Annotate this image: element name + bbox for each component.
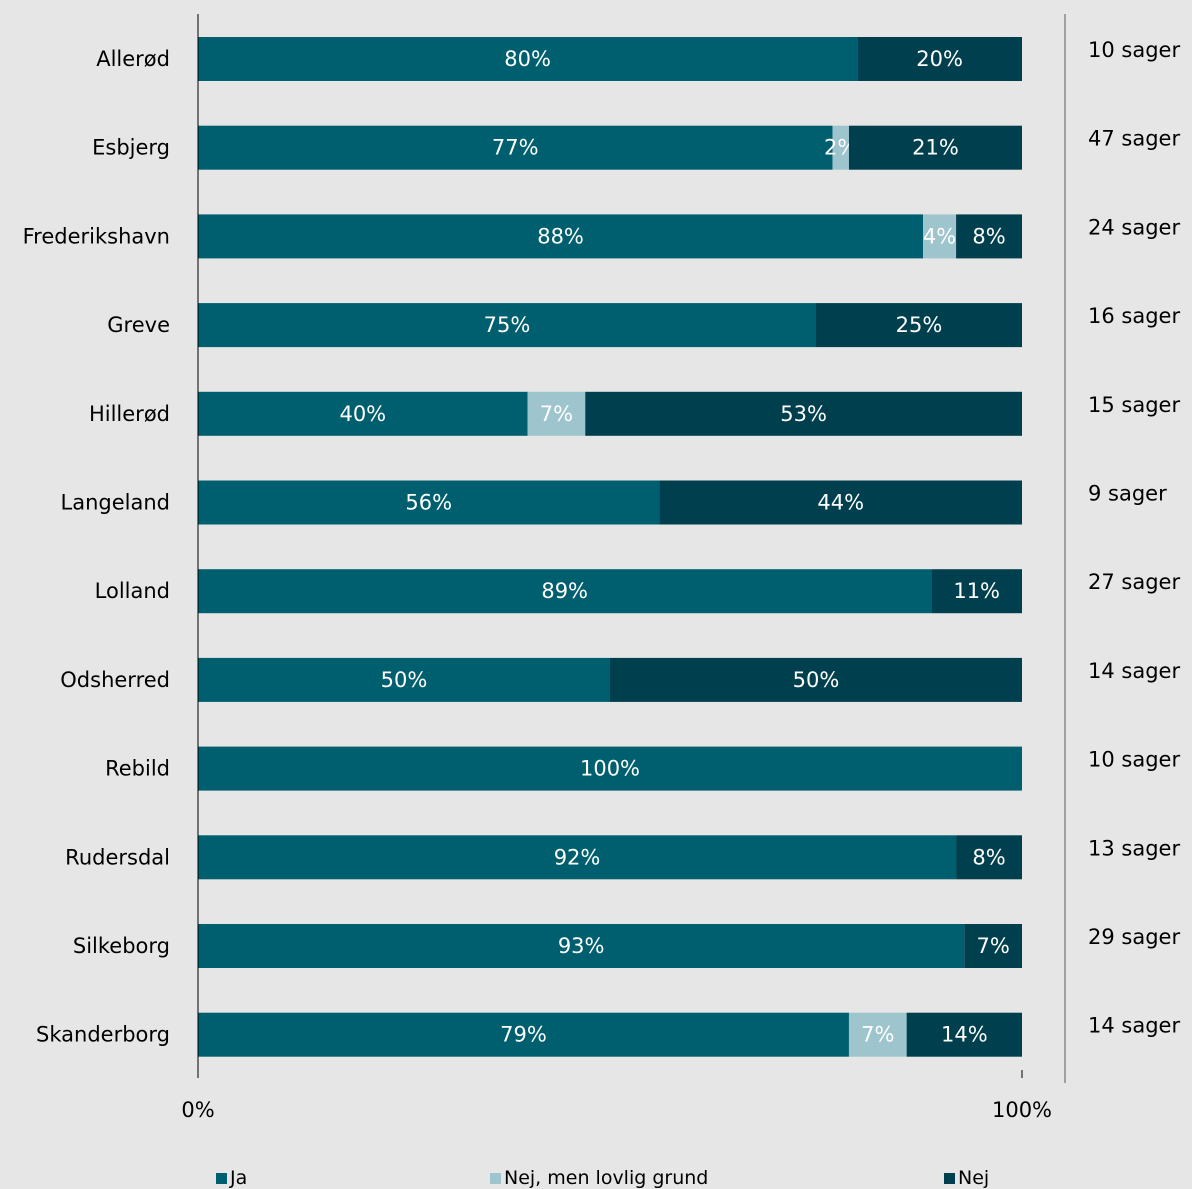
bar-segment (923, 214, 957, 259)
bar-segment (964, 924, 1022, 968)
bar-segment (816, 303, 1022, 348)
data-label: 50% (381, 668, 428, 692)
legend-label: Nej, men lovlig grund (504, 1167, 708, 1189)
legend-swatch (216, 1173, 227, 1184)
bar-segment (198, 214, 924, 259)
bar-segment (198, 391, 528, 436)
category-label: Silkeborg (73, 934, 170, 958)
category-label: Frederikshavn (23, 224, 170, 248)
bar-segment (848, 1012, 907, 1057)
case-count-label: 10 sager (1088, 748, 1180, 772)
category-label: Esbjerg (92, 136, 170, 160)
bar-segment (198, 480, 660, 525)
category-label: Allerød (96, 47, 170, 71)
data-label: 77% (492, 136, 539, 160)
bar-segment (198, 746, 1022, 791)
bar-segment (198, 657, 610, 702)
category-label: Rudersdal (65, 845, 170, 869)
case-count-label: 24 sager (1088, 215, 1180, 239)
category-label: Odsherred (60, 668, 170, 692)
data-label: 7% (540, 402, 573, 426)
case-count-label: 27 sager (1088, 570, 1180, 594)
case-count-label: 16 sager (1088, 304, 1180, 328)
data-label: 8% (972, 845, 1005, 869)
data-label: 56% (405, 491, 452, 515)
bar-segment (198, 125, 833, 170)
bar-segment (198, 924, 965, 968)
bar-segment (659, 480, 1022, 525)
x-tick-label: 100% (992, 1098, 1052, 1122)
case-count-label: 47 sager (1088, 127, 1180, 151)
case-count-label: 10 sager (1088, 38, 1180, 62)
data-label: 93% (558, 934, 605, 958)
legend-swatch (944, 1173, 955, 1184)
bar-segment (527, 391, 586, 436)
category-label: Hillerød (89, 402, 170, 426)
legend-label: Nej (958, 1167, 989, 1189)
data-label: 20% (916, 47, 963, 71)
data-label: 89% (541, 579, 588, 603)
data-label: 53% (780, 402, 827, 426)
legend-swatch (490, 1173, 501, 1184)
category-label: Greve (107, 313, 170, 337)
bar-segment (198, 303, 816, 348)
bar-segment (585, 391, 1022, 436)
data-label: 40% (339, 402, 386, 426)
case-count-label: 14 sager (1088, 1014, 1180, 1038)
data-label: 79% (500, 1023, 547, 1047)
case-count-label: 9 sager (1088, 482, 1167, 506)
bar-segment (198, 569, 932, 614)
bar-segment (198, 835, 957, 880)
data-label: 21% (912, 136, 959, 160)
bar-segment (848, 125, 1022, 170)
bar-segment (956, 214, 1022, 259)
data-label: 11% (953, 579, 1000, 603)
bar-segment (198, 1012, 849, 1057)
data-label: 14% (941, 1023, 988, 1047)
data-label: 92% (554, 845, 601, 869)
bar-segment (906, 1012, 1022, 1057)
bar-segment (610, 657, 1022, 702)
data-label: 7% (976, 934, 1009, 958)
data-label: 7% (861, 1023, 894, 1047)
bar-segment (832, 125, 849, 170)
bar-segment (956, 835, 1022, 880)
data-label: 50% (793, 668, 840, 692)
category-label: Rebild (105, 757, 170, 781)
bar-segment (931, 569, 1022, 614)
bar-segment (857, 37, 1022, 81)
category-label: Skanderborg (36, 1023, 170, 1047)
data-label: 8% (972, 224, 1005, 248)
data-label: 80% (504, 47, 551, 71)
data-label: 88% (537, 224, 584, 248)
case-count-label: 14 sager (1088, 659, 1180, 683)
category-label: Lolland (95, 579, 170, 603)
data-label: 4% (923, 224, 956, 248)
case-count-label: 15 sager (1088, 393, 1180, 417)
case-count-label: 13 sager (1088, 836, 1180, 860)
case-count-label: 29 sager (1088, 925, 1180, 949)
data-label: 75% (484, 313, 531, 337)
x-tick-label: 0% (181, 1098, 214, 1122)
data-label: 25% (896, 313, 943, 337)
category-label: Langeland (61, 491, 170, 515)
data-label: 44% (817, 491, 864, 515)
legend-label: Ja (229, 1167, 247, 1189)
data-label: 100% (580, 757, 640, 781)
bar-segment (198, 37, 858, 81)
